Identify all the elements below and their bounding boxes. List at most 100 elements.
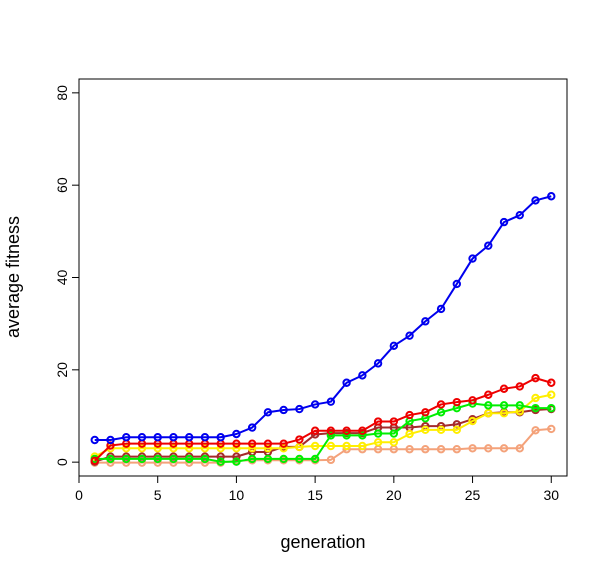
data-point: [499, 401, 509, 410]
y-tick-label: 60: [54, 177, 70, 193]
data-point: [295, 404, 304, 414]
data-point: [279, 405, 288, 415]
data-point: [547, 192, 556, 201]
data-point: [310, 426, 320, 435]
data-point: [405, 410, 414, 420]
data-point: [122, 433, 131, 442]
series-layer: [90, 192, 556, 467]
data-point: [405, 445, 414, 454]
x-tick-label: 25: [465, 487, 481, 503]
data-point: [122, 454, 131, 464]
data-point: [232, 429, 241, 439]
data-point: [232, 457, 241, 466]
y-tick-label: 80: [54, 85, 70, 101]
data-point: [547, 424, 556, 434]
data-point: [310, 454, 320, 464]
data-point: [389, 438, 399, 447]
series-2: [90, 373, 556, 465]
data-point: [452, 279, 462, 289]
data-point: [436, 425, 446, 435]
data-point: [169, 433, 178, 442]
data-point: [436, 408, 446, 417]
data-point: [515, 210, 524, 220]
data-point: [326, 455, 336, 465]
data-point: [137, 444, 147, 453]
data-point: [421, 317, 430, 326]
data-point: [405, 429, 414, 439]
data-point: [436, 400, 446, 409]
data-point: [373, 359, 383, 368]
data-point: [106, 454, 115, 464]
data-point: [326, 397, 336, 406]
data-point: [232, 439, 241, 448]
data-point: [279, 444, 288, 453]
x-tick-label: 10: [229, 487, 245, 503]
data-point: [452, 445, 462, 454]
data-point: [484, 401, 493, 410]
data-point: [342, 378, 351, 387]
data-point: [515, 382, 524, 391]
data-point: [389, 429, 399, 438]
data-point: [247, 454, 257, 464]
data-point: [468, 444, 477, 453]
data-point: [184, 444, 194, 453]
data-point: [310, 441, 320, 451]
data-point: [358, 371, 367, 380]
data-point: [232, 452, 241, 461]
data-point: [169, 444, 178, 453]
data-point: [421, 408, 430, 417]
data-point: [531, 393, 540, 403]
data-point: [122, 444, 131, 453]
data-point: [547, 403, 556, 413]
data-point: [484, 444, 493, 453]
x-axis: 0 5 10 15 20 25 30: [75, 475, 559, 503]
data-point: [515, 401, 524, 410]
data-point: [547, 390, 556, 399]
data-point: [295, 435, 304, 444]
data-point: [106, 435, 115, 445]
data-point: [358, 426, 367, 435]
y-axis: 0 20 40 60 80: [54, 85, 80, 466]
x-tick-label: 5: [154, 487, 162, 503]
data-point: [153, 433, 162, 442]
data-point: [515, 444, 524, 453]
data-point: [216, 444, 225, 453]
data-point: [389, 417, 399, 426]
data-point: [389, 341, 399, 351]
series-6: [90, 424, 556, 467]
data-point: [468, 396, 477, 405]
data-point: [342, 431, 351, 440]
data-point: [326, 426, 336, 435]
data-point: [263, 408, 273, 417]
data-point: [200, 444, 210, 453]
data-point: [247, 444, 257, 453]
data-point: [184, 433, 194, 442]
y-axis-title: average fitness: [3, 216, 23, 338]
data-point: [279, 439, 288, 448]
data-point: [531, 196, 540, 205]
data-point: [499, 444, 509, 453]
y-tick-label: 40: [54, 270, 70, 286]
data-point: [499, 409, 509, 418]
series-1: [90, 192, 556, 445]
data-point: [468, 416, 477, 426]
data-point: [295, 454, 304, 464]
data-point: [547, 378, 556, 387]
data-point: [373, 429, 383, 438]
data-point: [531, 373, 540, 383]
data-point: [484, 390, 493, 399]
data-point: [484, 241, 493, 250]
data-point: [373, 417, 383, 426]
y-tick-label: 0: [54, 458, 70, 466]
data-point: [153, 444, 162, 453]
data-point: [232, 444, 241, 453]
series-line: [94, 402, 552, 463]
data-point: [436, 304, 446, 314]
x-tick-label: 15: [307, 487, 323, 503]
data-point: [484, 409, 493, 418]
x-tick-label: 30: [543, 487, 559, 503]
data-point: [200, 433, 210, 442]
data-point: [326, 441, 336, 451]
data-point: [499, 384, 509, 393]
